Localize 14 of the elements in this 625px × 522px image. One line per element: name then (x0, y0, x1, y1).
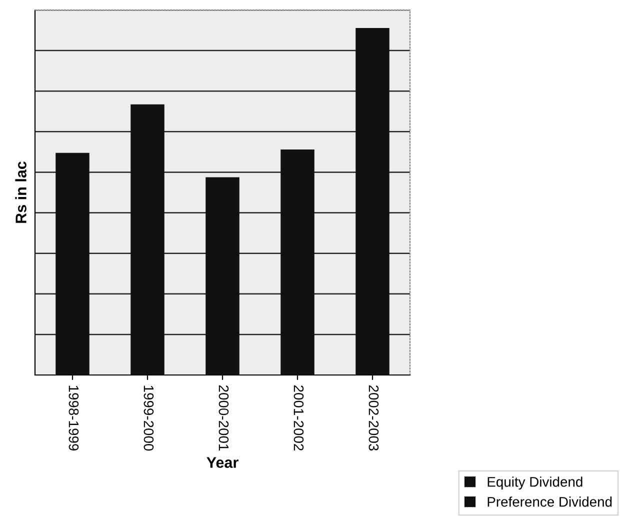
x-tick-label: 2001-2002 (294, 385, 304, 450)
bar (280, 149, 314, 375)
bar (56, 152, 90, 375)
y-axis-title: Rs in lac (15, 162, 26, 223)
x-axis-title: Year (206, 457, 238, 468)
x-tick-label: 2000-2001 (218, 385, 229, 450)
x-tick-label: 1999-2000 (144, 386, 154, 451)
legend-label: Preference Dividend (488, 496, 612, 507)
bar (356, 28, 390, 375)
legend-label: Equity Dividend (488, 476, 582, 490)
x-tick-label: 1998-1999 (68, 386, 79, 450)
x-tick-label: 2002-2003 (368, 385, 379, 451)
bar (130, 104, 164, 375)
bar (206, 177, 240, 375)
